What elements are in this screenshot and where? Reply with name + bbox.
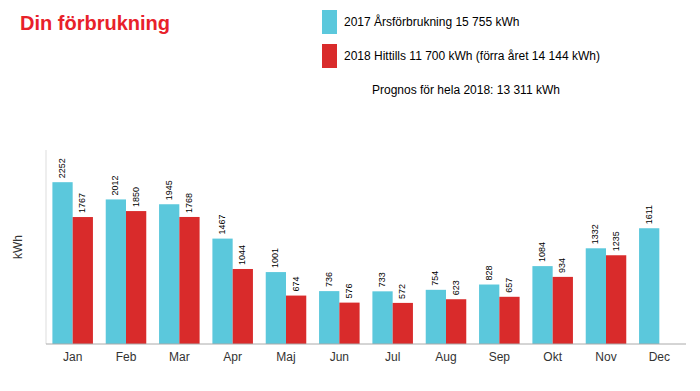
x-tick-label: Maj bbox=[276, 350, 295, 364]
bar bbox=[159, 204, 179, 344]
data-label: 828 bbox=[484, 265, 494, 280]
bar bbox=[479, 285, 499, 344]
legend-swatch bbox=[322, 44, 337, 68]
data-label: 1044 bbox=[237, 245, 247, 265]
x-tick-label: Jan bbox=[63, 350, 82, 364]
data-label: 674 bbox=[291, 277, 301, 292]
data-label: 657 bbox=[504, 278, 514, 293]
data-label: 934 bbox=[557, 258, 567, 273]
chart: Din förbrukning 2017 Årsförbrukning 15 75… bbox=[0, 0, 700, 391]
legend-entry: 2017 Årsförbrukning 15 755 kWh bbox=[344, 14, 519, 29]
bar bbox=[126, 211, 146, 344]
data-label: 576 bbox=[344, 284, 354, 299]
x-tick-label: Jul bbox=[385, 350, 400, 364]
bar bbox=[606, 255, 626, 344]
bar bbox=[372, 291, 392, 344]
data-label: 1084 bbox=[537, 242, 547, 262]
data-label: 754 bbox=[430, 271, 440, 286]
data-label: 733 bbox=[377, 272, 387, 287]
x-tick-label: Aug bbox=[435, 350, 456, 364]
x-tick-label: Okt bbox=[543, 350, 562, 364]
bar bbox=[233, 269, 253, 344]
bar bbox=[212, 239, 232, 344]
title: Din förbrukning bbox=[20, 12, 170, 34]
data-label: 736 bbox=[324, 272, 334, 287]
bars bbox=[52, 182, 659, 344]
bar bbox=[52, 182, 72, 344]
data-label: 623 bbox=[451, 280, 461, 295]
legend-swatch bbox=[322, 10, 337, 34]
bar bbox=[393, 303, 413, 344]
bar bbox=[532, 266, 552, 344]
x-tick-label: Mar bbox=[169, 350, 190, 364]
bar bbox=[266, 272, 286, 344]
bar bbox=[73, 217, 93, 344]
bar bbox=[319, 291, 339, 344]
x-tick-label: Dec bbox=[649, 350, 670, 364]
data-label: 1332 bbox=[590, 224, 600, 244]
data-label: 1235 bbox=[611, 231, 621, 251]
data-label: 1001 bbox=[270, 248, 280, 268]
bar bbox=[639, 228, 659, 344]
legend: 2017 Årsförbrukning 15 755 kWh 2018 Hitti… bbox=[322, 10, 600, 97]
x-tick-label: Jun bbox=[330, 350, 349, 364]
data-label: 1767 bbox=[77, 193, 87, 213]
x-tick-label: Sep bbox=[489, 350, 511, 364]
x-axis-line bbox=[46, 344, 686, 345]
bar bbox=[179, 217, 199, 344]
bar bbox=[553, 277, 573, 344]
data-label: 1945 bbox=[164, 180, 174, 200]
annotation: Prognos för hela 2018: 13 311 kWh bbox=[372, 83, 560, 97]
data-label: 1850 bbox=[131, 187, 141, 207]
bar bbox=[446, 299, 466, 344]
x-tick-label: Apr bbox=[223, 350, 242, 364]
data-label: 2012 bbox=[110, 175, 120, 195]
bar bbox=[586, 248, 606, 344]
x-tick-label: Feb bbox=[116, 350, 137, 364]
bar bbox=[426, 290, 446, 344]
x-tick-label: Nov bbox=[595, 350, 616, 364]
data-label: 1611 bbox=[644, 205, 654, 224]
y-axis-label: kWh bbox=[11, 235, 25, 259]
bar bbox=[286, 296, 306, 344]
data-label: 1467 bbox=[217, 215, 227, 235]
legend-entry: 2018 Hittills 11 700 kWh (förra året 14 … bbox=[344, 49, 600, 63]
bar bbox=[106, 199, 126, 344]
data-label: 572 bbox=[397, 284, 407, 299]
bar bbox=[339, 303, 359, 344]
data-label: 2252 bbox=[57, 158, 67, 178]
data-labels: 2252 2012 1945 1467 1001 736 733 754 828 1084 1332… bbox=[57, 158, 654, 299]
y-axis-line bbox=[46, 150, 47, 344]
data-label: 1768 bbox=[184, 193, 194, 213]
bar bbox=[499, 297, 519, 344]
